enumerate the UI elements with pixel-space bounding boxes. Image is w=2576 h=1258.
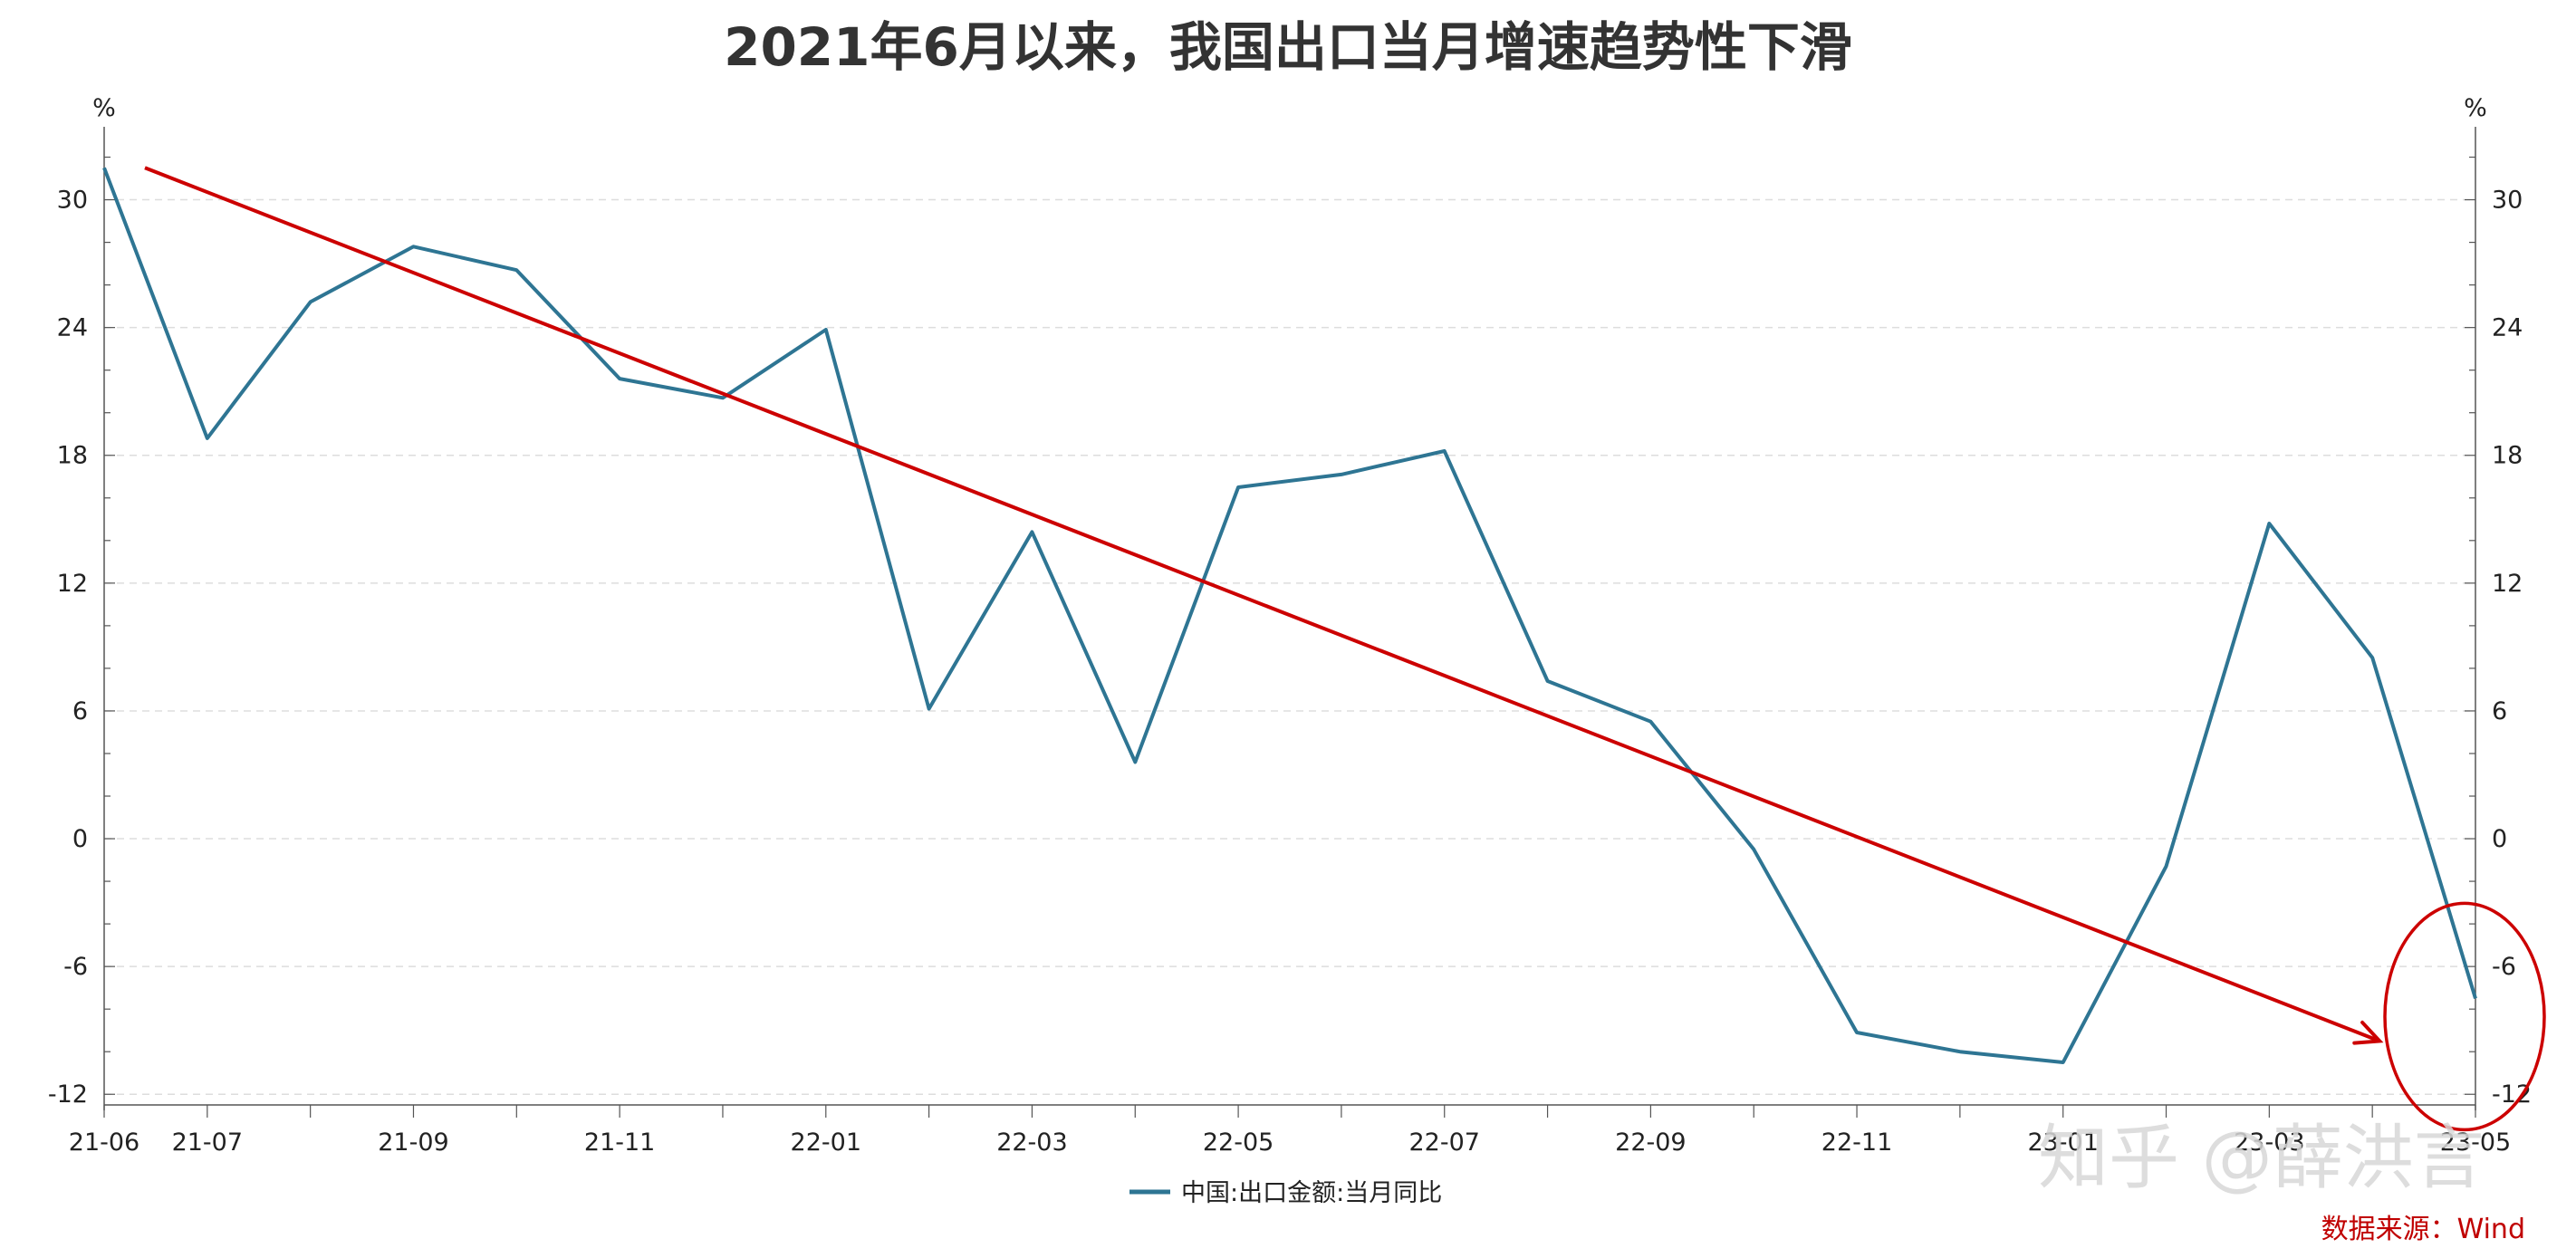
watermark-text: 知乎 @薛洪言 <box>2038 1118 2485 1199</box>
source-note: 数据来源：Wind <box>2321 1214 2525 1245</box>
y-tick-label-left: -6 <box>63 953 88 981</box>
y-tick-label-left: 0 <box>72 825 88 853</box>
legend-label: 中国:出口金额:当月同比 <box>1181 1179 1442 1207</box>
series-line-0 <box>102 167 2477 1064</box>
legend: 中国:出口金额:当月同比 <box>1129 1179 1442 1207</box>
x-tick-label: 23-03 <box>2234 1128 2304 1157</box>
y-tick-label-right: -12 <box>2492 1080 2532 1109</box>
x-tick-label: 21-07 <box>172 1128 243 1157</box>
x-tick-label: 22-05 <box>1203 1128 1274 1157</box>
y-tick-label-right: 0 <box>2492 825 2507 853</box>
y-tick-label-left: 30 <box>57 187 88 215</box>
x-tick-label: 21-11 <box>584 1128 655 1157</box>
y-tick-label-right: 6 <box>2492 697 2507 725</box>
y-tick-label-right: 12 <box>2492 570 2523 598</box>
x-tick-label: 22-09 <box>1615 1128 1686 1157</box>
x-tick-label: 22-11 <box>1821 1128 1892 1157</box>
x-tick-label: 21-06 <box>69 1128 139 1157</box>
x-tick-label: 22-07 <box>1409 1128 1480 1157</box>
y-tick-label-left: 18 <box>57 442 88 470</box>
x-tick-label: 22-03 <box>996 1128 1067 1157</box>
x-tick-label: 23-01 <box>2027 1128 2098 1157</box>
y-tick-label-left: 12 <box>57 570 88 598</box>
annotations <box>144 166 2546 1132</box>
x-tick-label: 23-05 <box>2440 1128 2511 1157</box>
axes <box>103 127 2476 1118</box>
left-axis-unit: % <box>92 94 116 122</box>
y-tick-label-right: 30 <box>2492 187 2523 215</box>
y-tick-label-right: 24 <box>2492 314 2523 342</box>
trend-arrowhead <box>2352 1020 2384 1045</box>
y-tick-label-left: -12 <box>48 1080 88 1109</box>
series-layer <box>102 167 2477 1064</box>
chart-title: 2021年6月以来，我国出口当月增速趋势性下滑 <box>724 16 1852 78</box>
y-tick-label-left: 24 <box>57 314 88 342</box>
grid-lines <box>104 198 2475 1095</box>
highlight-circle <box>2383 901 2546 1132</box>
x-tick-label: 21-09 <box>378 1128 448 1157</box>
y-tick-label-left: 6 <box>72 697 88 725</box>
y-tick-label-right: -6 <box>2492 953 2516 981</box>
y-tick-label-right: 18 <box>2492 442 2523 470</box>
right-axis-unit: % <box>2464 94 2487 122</box>
x-tick-label: 22-01 <box>791 1128 861 1157</box>
trend-arrow-line <box>144 166 2380 1043</box>
tick-labels: -12 -12 -6 -6 0 0 6 6 12 12 18 18 24 24 30 30 21-06 21-07… <box>48 187 2532 1157</box>
